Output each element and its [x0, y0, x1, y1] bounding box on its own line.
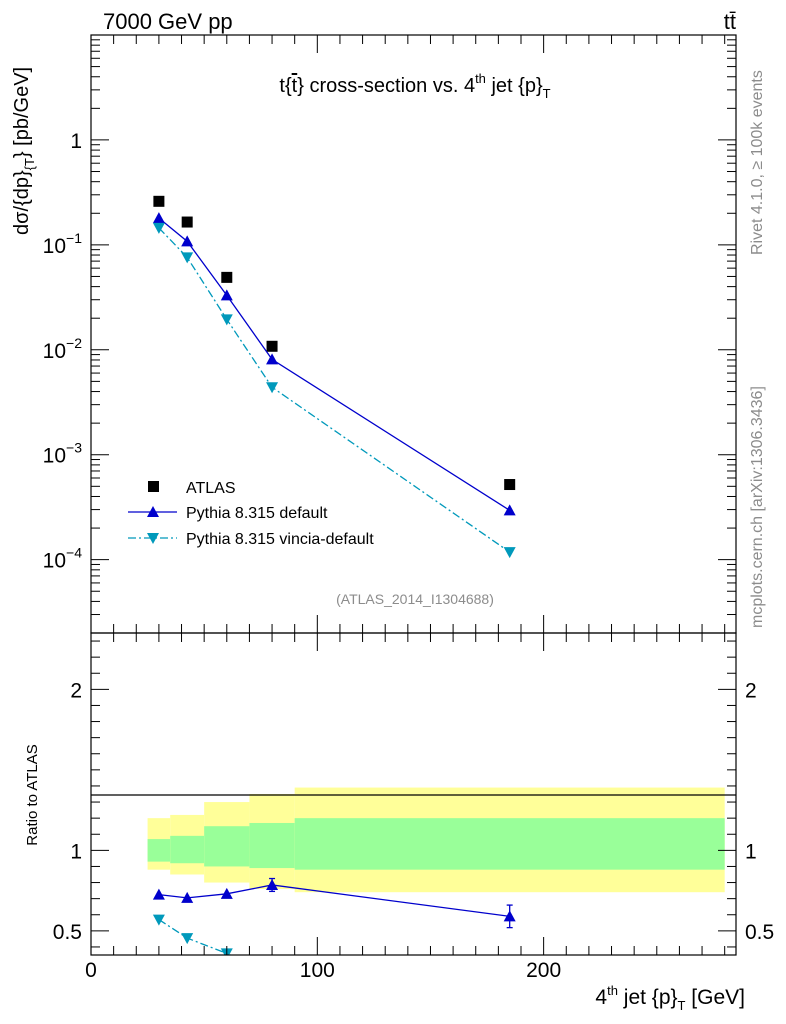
main-point-2-1 — [181, 252, 194, 264]
main-point-2-3 — [266, 382, 279, 394]
legend-marker-vincia — [147, 533, 159, 544]
main-series-line-1 — [158, 217, 511, 511]
main-point-0-0 — [153, 195, 165, 207]
ratio-y-ticks: 0.5 0.5 1 1 2 2 — [53, 640, 774, 948]
main-y-tick-label: 10−2 — [43, 335, 83, 363]
main-series — [152, 195, 516, 559]
ratio-plot-frame — [90, 632, 737, 956]
main-title: t{t} cross-section vs. 4th jet {p}T — [279, 71, 550, 101]
analysis-watermark: (ATLAS_2014_I1304688) — [336, 591, 494, 607]
ratio-band-inner — [249, 822, 295, 869]
ratio-y-tick-label-left: 0.5 — [53, 921, 82, 944]
main-y-ticks: 1 10−1 10−2 10−3 10−4 — [43, 39, 736, 634]
ratio-band-inner — [294, 818, 725, 870]
ratio-x-label: 4th jet {p}T [GeV] — [595, 983, 745, 1013]
main-point-1-3 — [266, 353, 279, 365]
ratio-point-0-3 — [266, 878, 279, 890]
ratio-point-0-4 — [503, 910, 516, 922]
mcplots-label: mcplots.cern.ch [arXiv:1306.3436] — [749, 386, 766, 628]
main-point-1-1 — [181, 235, 194, 247]
main-point-2-0 — [152, 222, 165, 234]
ratio-point-1-1 — [181, 933, 194, 945]
ratio-y-tick-label-left: 2 — [70, 679, 82, 702]
ratio-y-tick-label-left: 1 — [70, 840, 82, 863]
ratio-y-tick-label-right: 1 — [745, 840, 757, 863]
ratio-point-0-0 — [152, 888, 165, 900]
main-point-0-3 — [266, 340, 278, 352]
ratio-series — [152, 877, 516, 955]
ratio-series-line-1 — [158, 919, 233, 955]
main-point-0-4 — [504, 479, 516, 491]
main-point-2-2 — [220, 314, 233, 326]
legend-label-vincia: Pythia 8.315 vincia-default — [186, 531, 374, 548]
legend: ATLAS Pythia 8.315 default Pythia 8.315 … — [128, 480, 374, 548]
legend-marker-default — [147, 506, 159, 517]
main-point-0-1 — [181, 216, 193, 228]
main-x-ticks — [90, 35, 726, 633]
process-label: tt̄ — [724, 9, 736, 34]
ratio-band-inner — [170, 835, 205, 864]
ratio-point-0-1 — [181, 891, 194, 903]
ratio-point-1-0 — [152, 914, 165, 926]
ratio-x-tick-label: 200 — [526, 959, 561, 982]
main-y-tick-label: 10−1 — [43, 230, 83, 258]
ratio-x-tick-label: 100 — [300, 959, 335, 982]
legend-label-default: Pythia 8.315 default — [186, 505, 328, 522]
main-y-tick-label: 10−4 — [43, 545, 83, 573]
main-point-2-4 — [503, 547, 516, 559]
title-tbar: t — [292, 75, 298, 97]
main-series-line-2 — [158, 227, 511, 553]
ratio-y-tick-label-right: 2 — [745, 679, 757, 702]
ratio-x-ticks: 0 100 200 — [85, 633, 726, 982]
main-y-tick-label: 1 — [70, 130, 82, 153]
main-point-0-2 — [221, 271, 233, 283]
rivet-label: Rivet 4.1.0, ≥ 100k events — [749, 70, 766, 255]
main-point-1-0 — [152, 212, 165, 224]
ratio-y-label: Ratio to ATLAS — [24, 744, 41, 845]
legend-label-atlas: ATLAS — [186, 480, 236, 497]
main-y-tick-label: 10−3 — [43, 440, 83, 468]
ratio-point-0-2 — [220, 887, 233, 899]
ratio-y-tick-label-right: 0.5 — [745, 921, 774, 944]
ratio-band-inner — [204, 826, 250, 867]
ratio-plot: 0.5 0.5 1 1 2 2 0 100 200 Ratio to ATLAS 4th je… — [24, 632, 774, 1013]
ratio-bands — [147, 787, 725, 893]
main-point-1-4 — [503, 504, 516, 516]
ratio-x-tick-label: 0 — [85, 959, 97, 982]
main-y-label: dσ/{dp}{T} [pb/GeV] — [11, 67, 37, 235]
main-plot: 1 10−1 10−2 10−3 10−4 t{t} cross-section vs.… — [11, 34, 737, 634]
main-point-1-2 — [220, 289, 233, 301]
legend-marker-atlas — [148, 481, 159, 492]
ratio-band-inner — [147, 839, 171, 862]
energy-label: 7000 GeV pp — [103, 9, 233, 34]
